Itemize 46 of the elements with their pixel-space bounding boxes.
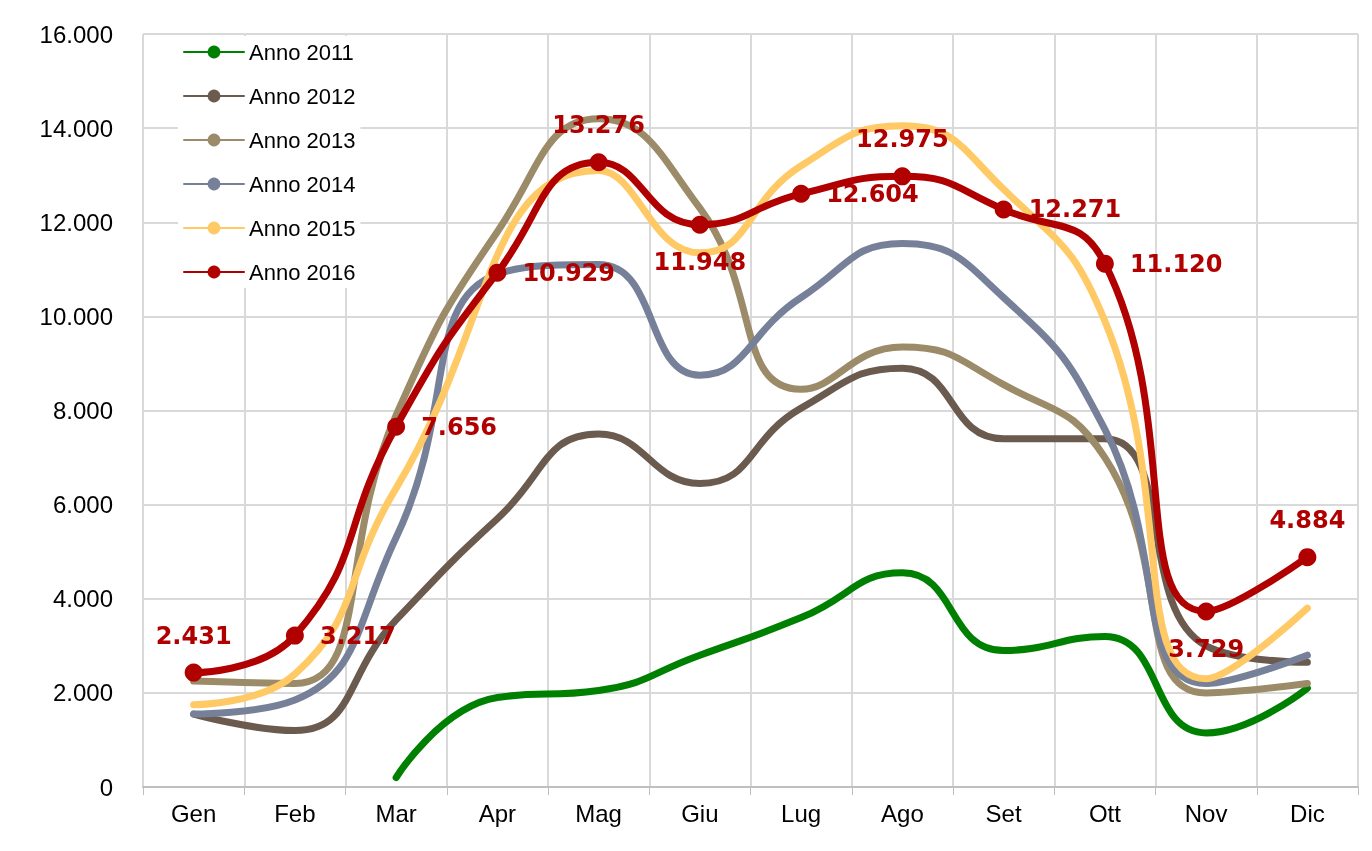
data-label: 12.271	[1028, 195, 1122, 224]
legend-label: Anno 2013	[249, 127, 356, 153]
data-label: 13.276	[552, 111, 645, 140]
y-tick-label: 2.000	[52, 679, 113, 707]
data-label: 11.120	[1129, 249, 1223, 278]
legend-label: Anno 2011	[249, 39, 354, 65]
x-tick-label: Nov	[1184, 799, 1228, 827]
x-tick-label: Gen	[170, 799, 217, 827]
legend-label: Anno 2014	[249, 171, 356, 197]
point	[1197, 602, 1216, 621]
point	[589, 153, 608, 172]
x-tick-label: Apr	[478, 799, 517, 827]
point	[994, 200, 1013, 219]
point	[488, 263, 507, 282]
x-tick-label: Set	[985, 799, 1022, 827]
y-tick-label: 14.000	[39, 114, 113, 142]
data-label: 12.604	[826, 179, 919, 208]
x-tick-label: Mag	[575, 799, 622, 827]
y-tick-label: 16.000	[39, 20, 113, 48]
point	[690, 215, 709, 234]
point	[387, 417, 406, 436]
legend-label: Anno 2016	[249, 259, 356, 285]
point	[285, 626, 304, 645]
y-tick-label: 4.000	[52, 585, 113, 613]
point	[1095, 254, 1114, 273]
data-label: 2.431	[155, 621, 232, 650]
y-tick-label: 0	[99, 773, 113, 801]
x-tick-label: Ago	[881, 799, 924, 827]
point	[184, 663, 203, 682]
point	[792, 184, 811, 203]
x-tick-label: Giu	[681, 799, 719, 827]
legend-label: Anno 2015	[249, 215, 356, 241]
data-label: 4.884	[1269, 506, 1346, 535]
x-tick-label: Mar	[375, 799, 417, 827]
y-tick-label: 12.000	[39, 208, 113, 236]
x-tick-label: Lug	[781, 799, 822, 827]
y-tick-label: 8.000	[52, 397, 113, 424]
x-tick-label: Ott	[1088, 799, 1122, 827]
y-tick-label: 10.000	[39, 302, 113, 330]
y-tick-label: 6.000	[52, 491, 113, 519]
x-tick-label: Dic	[1290, 799, 1325, 827]
point	[1298, 548, 1317, 567]
legend-label: Anno 2012	[249, 83, 356, 109]
data-label: 10.929	[522, 258, 615, 287]
x-tick-label: Feb	[274, 799, 316, 827]
data-label: 12.975	[856, 125, 949, 154]
